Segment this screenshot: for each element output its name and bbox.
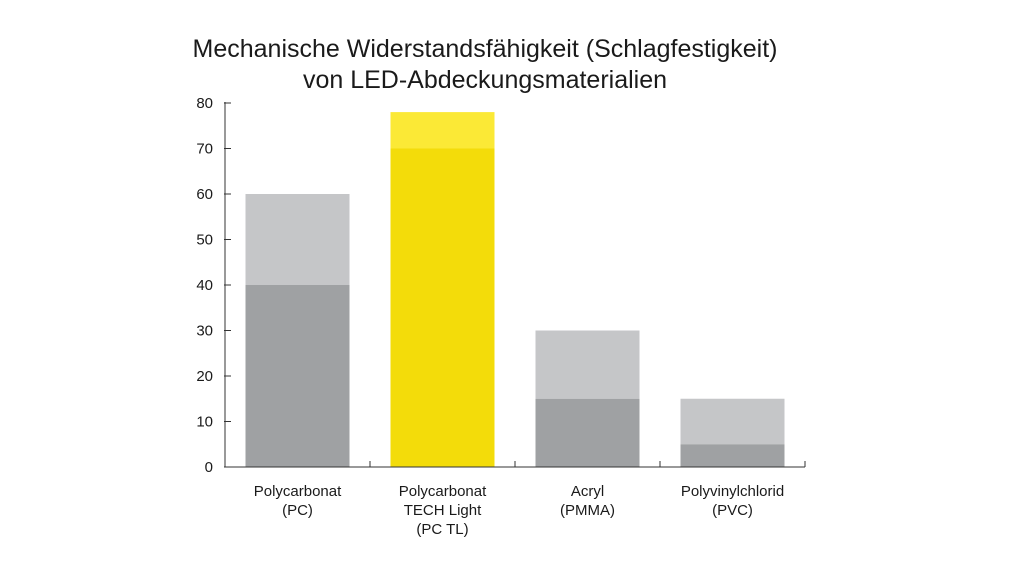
y-tick-label-0: 0 [205,459,213,476]
category-label-0: Polycarbonat (PC) [254,483,342,519]
axes-group [224,102,806,468]
category-label-3: Polyvinylchlorid (PVC) [681,483,784,519]
category-label-2-line-1: (PMMA) [560,502,615,519]
bar-upper-2 [535,330,640,399]
chart-title-line-1: Mechanische Widerstandsfähigkeit (Schlag… [192,35,778,63]
category-label-2-line-0: Acryl [571,483,604,500]
y-tick-label-1: 10 [196,414,213,431]
category-label-0-line-0: Polycarbonat [254,483,342,500]
chart-title-line-2: von LED-Abdeckungsmaterialien [302,66,668,94]
labels-group: Polycarbonat (PC) Polycarbonat TECH Light (P… [196,95,784,538]
bar-lower-0 [245,285,350,467]
y-tick-label-4: 40 [196,277,213,294]
bar-upper-1 [390,112,495,149]
y-tick-label-3: 30 [196,323,213,340]
bar-lower-3 [680,444,785,467]
bar-upper-3 [680,398,785,445]
category-label-3-line-1: (PVC) [712,502,753,519]
y-tick-label-2: 20 [196,368,213,385]
chart-title: Mechanische Widerstandsfähigkeit (Schlag… [0,34,970,96]
y-tick-label-8: 80 [196,95,213,112]
bars-group [245,112,785,467]
y-tick-label-5: 50 [196,232,213,249]
category-label-2: Acryl (PMMA) [560,483,615,519]
y-tick-label-6: 60 [196,186,213,203]
bar-lower-2 [535,398,640,467]
bar-lower-1 [390,148,495,467]
category-label-3-line-0: Polyvinylchlorid [681,483,784,500]
category-label-0-line-1: (PC) [282,502,313,519]
bar-upper-0 [245,194,350,285]
category-label-1-line-0: Polycarbonat [399,483,487,500]
category-label-1-line-2: (PC TL) [416,521,468,538]
category-label-1: Polycarbonat TECH Light (PC TL) [399,483,487,538]
y-tick-label-7: 70 [196,141,213,158]
category-label-1-line-1: TECH Light [404,502,482,519]
